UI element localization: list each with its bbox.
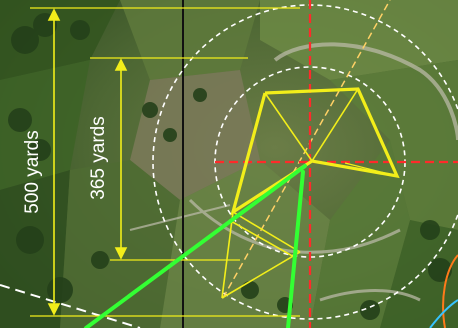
inner-dimension-label: 365 yards bbox=[88, 116, 109, 200]
outer-dimension-label: 500 yards bbox=[22, 130, 43, 214]
stone-alignment-polygon bbox=[221, 87, 400, 299]
diagonal-dashed-line bbox=[222, 0, 391, 299]
orange-edge-arc bbox=[442, 254, 458, 328]
cyan-edge-arc bbox=[429, 299, 458, 328]
solar-alignment-lines bbox=[84, 164, 307, 328]
white-dashed-line bbox=[0, 284, 141, 328]
dimension-arrows bbox=[47, 8, 128, 316]
